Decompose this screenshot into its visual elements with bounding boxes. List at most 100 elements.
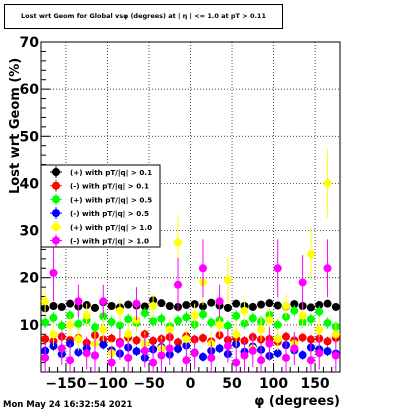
series-0 — [41, 296, 340, 313]
data-point — [323, 347, 332, 356]
data-point — [223, 276, 232, 285]
data-point — [165, 302, 174, 310]
legend-label: (-) with pT/|q| > 0.5 — [70, 209, 149, 219]
chart-title: Lost wrt Geom for Global vsφ (degrees) a… — [4, 4, 283, 29]
data-point — [290, 300, 299, 309]
data-point — [115, 321, 124, 330]
data-point — [315, 301, 324, 310]
data-point — [49, 313, 58, 322]
data-point — [49, 330, 58, 339]
x-axis-title: φ (degrees) — [254, 394, 340, 409]
y-tick-label: 60 — [20, 82, 40, 98]
legend-label: (+) with pT/|q| > 1.0 — [70, 223, 152, 233]
data-point — [207, 318, 216, 327]
data-point — [132, 299, 141, 308]
data-point — [90, 351, 99, 360]
data-point — [198, 334, 207, 343]
data-point — [174, 316, 183, 325]
data-point — [315, 349, 324, 358]
data-point — [140, 302, 149, 311]
data-point — [57, 302, 66, 311]
data-point — [107, 334, 116, 343]
legend-box — [40, 164, 161, 248]
data-point — [323, 179, 332, 188]
data-point — [273, 349, 282, 358]
x-tick-label: 0 — [186, 376, 196, 392]
data-point — [198, 264, 207, 273]
legend-label: (+) with pT/|q| > 0.5 — [70, 195, 152, 205]
data-point — [165, 344, 174, 353]
data-point — [107, 318, 116, 327]
data-point — [315, 325, 324, 334]
data-point — [223, 342, 232, 351]
data-point — [107, 358, 116, 367]
data-point — [182, 313, 191, 322]
data-point — [149, 302, 158, 310]
legend-marker — [52, 181, 60, 190]
legend-marker — [52, 209, 60, 218]
data-point — [298, 351, 307, 360]
legend-marker — [52, 195, 60, 204]
data-point — [198, 352, 207, 361]
data-point — [107, 302, 116, 310]
legend-marker — [52, 222, 60, 231]
data-point — [306, 335, 315, 344]
series-4 — [41, 149, 340, 365]
data-point — [82, 349, 91, 358]
data-point — [323, 264, 332, 273]
data-point — [190, 311, 199, 320]
data-point — [282, 332, 291, 341]
data-point — [248, 346, 257, 355]
data-point — [82, 311, 91, 320]
data-point — [41, 318, 50, 327]
data-point — [165, 325, 174, 334]
data-point — [41, 297, 50, 306]
data-point — [140, 346, 149, 355]
legend-label: (-) with pT/|q| > 1.0 — [70, 237, 149, 247]
data-point — [232, 330, 241, 339]
series-5 — [41, 239, 340, 372]
data-point — [331, 330, 340, 339]
data-point — [132, 347, 141, 356]
data-point — [41, 335, 50, 343]
data-point — [207, 353, 216, 362]
data-point — [99, 325, 108, 334]
y-tick-label: 20 — [20, 271, 40, 287]
data-point — [149, 317, 158, 326]
data-point — [74, 297, 83, 306]
data-point — [115, 306, 124, 315]
data-point — [174, 280, 183, 289]
data-point — [257, 325, 266, 334]
x-tick-label: 100 — [259, 376, 288, 392]
data-point — [215, 344, 224, 353]
data-point — [232, 311, 241, 320]
timestamp-footer: Mon May 24 16:32:54 2021 — [3, 400, 133, 410]
data-point — [323, 337, 332, 346]
data-point — [248, 314, 257, 323]
data-point — [66, 356, 75, 365]
data-point — [265, 316, 274, 325]
legend-label: (+) with pT/|q| > 0.1 — [70, 168, 152, 178]
data-point — [248, 302, 257, 311]
data-point — [41, 353, 50, 362]
data-point — [57, 344, 66, 353]
y-tick-labels: 10 20 30 40 50 60 70 — [20, 35, 40, 334]
data-point — [290, 344, 299, 353]
data-point — [257, 300, 266, 309]
x-tick-labels: −150 −100 −50 0 50 100 150 — [45, 376, 330, 392]
y-tick-label: 70 — [20, 35, 40, 51]
y-tick-label: 10 — [20, 318, 40, 334]
data-point — [298, 311, 307, 320]
data-point — [49, 269, 58, 277]
data-point — [157, 299, 166, 308]
data-point — [124, 315, 133, 324]
data-point — [182, 335, 191, 343]
data-point — [115, 339, 124, 348]
data-point — [232, 299, 241, 308]
data-point — [265, 299, 274, 308]
x-tick-label: −100 — [87, 376, 128, 392]
data-point — [223, 321, 232, 330]
data-point — [182, 356, 191, 365]
data-point — [273, 301, 282, 310]
